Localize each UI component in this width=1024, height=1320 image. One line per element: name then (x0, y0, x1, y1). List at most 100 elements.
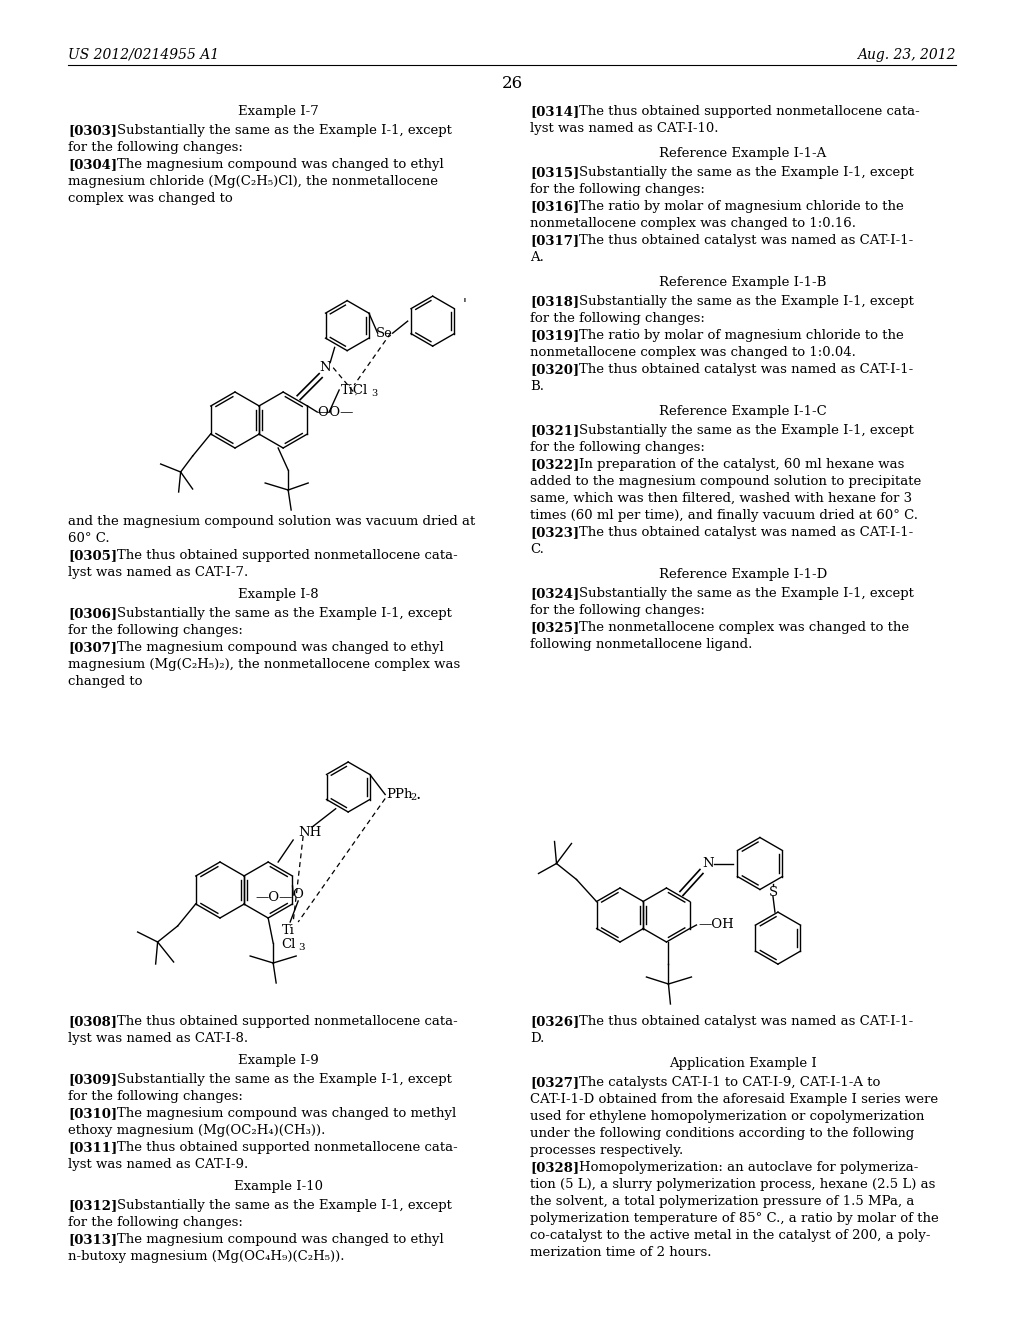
Text: for the following changes:: for the following changes: (530, 183, 705, 195)
Text: 3: 3 (371, 388, 378, 397)
Text: .: . (415, 785, 421, 803)
Text: [0318]: [0318] (530, 294, 580, 308)
Text: Aug. 23, 2012: Aug. 23, 2012 (857, 48, 956, 62)
Text: n-butoxy magnesium (Mg(OC₄H₉)(C₂H₅)).: n-butoxy magnesium (Mg(OC₄H₉)(C₂H₅)). (68, 1250, 344, 1263)
Text: [0306]: [0306] (68, 607, 117, 620)
Text: Substantially the same as the Example I-1, except: Substantially the same as the Example I-… (118, 607, 453, 620)
Text: [0309]: [0309] (68, 1073, 117, 1086)
Text: NH: NH (298, 825, 322, 838)
Text: The magnesium compound was changed to ethyl: The magnesium compound was changed to et… (118, 158, 444, 172)
Text: magnesium chloride (Mg(C₂H₅)Cl), the nonmetallocene: magnesium chloride (Mg(C₂H₅)Cl), the non… (68, 176, 438, 187)
Text: The thus obtained catalyst was named as CAT-I-1-: The thus obtained catalyst was named as … (580, 1015, 913, 1028)
Text: The thus obtained supported nonmetallocene cata-: The thus obtained supported nonmetalloce… (118, 549, 458, 562)
Text: [0326]: [0326] (530, 1015, 580, 1028)
Text: [0316]: [0316] (530, 201, 580, 213)
Text: S: S (768, 886, 777, 899)
Text: PPh: PPh (386, 788, 413, 801)
Text: The ratio by molar of magnesium chloride to the: The ratio by molar of magnesium chloride… (580, 201, 904, 213)
Text: The ratio by molar of magnesium chloride to the: The ratio by molar of magnesium chloride… (580, 329, 904, 342)
Text: [0310]: [0310] (68, 1107, 117, 1119)
Text: processes respectively.: processes respectively. (530, 1144, 683, 1158)
Text: tion (5 L), a slurry polymerization process, hexane (2.5 L) as: tion (5 L), a slurry polymerization proc… (530, 1177, 935, 1191)
Text: Reference Example I-1-C: Reference Example I-1-C (659, 405, 826, 418)
Text: [0317]: [0317] (530, 234, 580, 247)
Text: C.: C. (530, 543, 544, 556)
Text: Substantially the same as the Example I-1, except: Substantially the same as the Example I-… (580, 587, 914, 601)
Text: N: N (702, 857, 714, 870)
Text: [0305]: [0305] (68, 549, 117, 562)
Text: for the following changes:: for the following changes: (68, 1090, 243, 1104)
Text: following nonmetallocene ligand.: following nonmetallocene ligand. (530, 638, 753, 651)
Text: magnesium (Mg(C₂H₅)₂), the nonmetallocene complex was: magnesium (Mg(C₂H₅)₂), the nonmetallocen… (68, 657, 460, 671)
Text: [0327]: [0327] (530, 1076, 580, 1089)
Text: 3: 3 (298, 942, 305, 952)
Text: The thus obtained catalyst was named as CAT-I-1-: The thus obtained catalyst was named as … (580, 363, 913, 376)
Text: [0308]: [0308] (68, 1015, 117, 1028)
Text: —O—: —O— (255, 891, 293, 904)
Text: [0321]: [0321] (530, 424, 580, 437)
Text: Substantially the same as the Example I-1, except: Substantially the same as the Example I-… (118, 1199, 453, 1212)
Text: The thus obtained supported nonmetallocene cata-: The thus obtained supported nonmetalloce… (118, 1015, 458, 1028)
Text: —OH: —OH (698, 919, 734, 932)
Text: lyst was named as CAT-I-8.: lyst was named as CAT-I-8. (68, 1032, 248, 1045)
Text: Application Example I: Application Example I (669, 1057, 817, 1071)
Text: The thus obtained catalyst was named as CAT-I-1-: The thus obtained catalyst was named as … (580, 234, 913, 247)
Text: [0325]: [0325] (530, 620, 580, 634)
Text: under the following conditions according to the following: under the following conditions according… (530, 1127, 914, 1140)
Text: [0307]: [0307] (68, 642, 117, 653)
Text: [0311]: [0311] (68, 1140, 118, 1154)
Text: Substantially the same as the Example I-1, except: Substantially the same as the Example I-… (580, 294, 914, 308)
Text: complex was changed to: complex was changed to (68, 191, 232, 205)
Text: Example I-9: Example I-9 (238, 1053, 318, 1067)
Text: same, which was then filtered, washed with hexane for 3: same, which was then filtered, washed wi… (530, 492, 912, 506)
Text: TiCl: TiCl (341, 384, 369, 396)
Text: lyst was named as CAT-I-9.: lyst was named as CAT-I-9. (68, 1158, 248, 1171)
Text: Example I-10: Example I-10 (233, 1180, 323, 1193)
Text: lyst was named as CAT-I-7.: lyst was named as CAT-I-7. (68, 566, 248, 579)
Text: [0314]: [0314] (530, 106, 580, 117)
Text: O: O (293, 888, 303, 902)
Text: [0313]: [0313] (68, 1233, 117, 1246)
Text: the solvent, a total polymerization pressure of 1.5 MPa, a: the solvent, a total polymerization pres… (530, 1195, 914, 1208)
Text: Reference Example I-1-A: Reference Example I-1-A (659, 147, 826, 160)
Text: O: O (317, 405, 329, 418)
Text: 26: 26 (502, 75, 522, 92)
Text: [0303]: [0303] (68, 124, 117, 137)
Text: for the following changes:: for the following changes: (530, 605, 705, 616)
Text: [0323]: [0323] (530, 525, 580, 539)
Text: polymerization temperature of 85° C., a ratio by molar of the: polymerization temperature of 85° C., a … (530, 1212, 939, 1225)
Text: [0312]: [0312] (68, 1199, 118, 1212)
Text: Reference Example I-1-B: Reference Example I-1-B (659, 276, 826, 289)
Text: times (60 ml per time), and finally vacuum dried at 60° C.: times (60 ml per time), and finally vacu… (530, 510, 918, 521)
Text: The magnesium compound was changed to methyl: The magnesium compound was changed to me… (118, 1107, 457, 1119)
Text: The catalysts CAT-I-1 to CAT-I-9, CAT-I-1-A to: The catalysts CAT-I-1 to CAT-I-9, CAT-I-… (580, 1076, 881, 1089)
Text: [0320]: [0320] (530, 363, 580, 376)
Text: N: N (319, 362, 331, 374)
Text: [0328]: [0328] (530, 1162, 580, 1173)
Text: for the following changes:: for the following changes: (530, 441, 705, 454)
Text: In preparation of the catalyst, 60 ml hexane was: In preparation of the catalyst, 60 ml he… (580, 458, 905, 471)
Text: Example I-8: Example I-8 (238, 587, 318, 601)
Text: ethoxy magnesium (Mg(OC₂H₄)(CH₃)).: ethoxy magnesium (Mg(OC₂H₄)(CH₃)). (68, 1125, 326, 1137)
Text: added to the magnesium compound solution to precipitate: added to the magnesium compound solution… (530, 475, 922, 488)
Text: 60° C.: 60° C. (68, 532, 110, 545)
Text: Se: Se (376, 326, 393, 339)
Text: [0315]: [0315] (530, 166, 580, 180)
Text: lyst was named as CAT-I-10.: lyst was named as CAT-I-10. (530, 121, 719, 135)
Text: A.: A. (530, 251, 544, 264)
Text: US 2012/0214955 A1: US 2012/0214955 A1 (68, 48, 219, 62)
Text: The thus obtained catalyst was named as CAT-I-1-: The thus obtained catalyst was named as … (580, 525, 913, 539)
Text: Ti: Ti (282, 924, 295, 936)
Text: merization time of 2 hours.: merization time of 2 hours. (530, 1246, 712, 1259)
Text: for the following changes:: for the following changes: (68, 1216, 243, 1229)
Text: D.: D. (530, 1032, 545, 1045)
Text: [0319]: [0319] (530, 329, 580, 342)
Text: The magnesium compound was changed to ethyl: The magnesium compound was changed to et… (118, 1233, 444, 1246)
Text: Example I-7: Example I-7 (238, 106, 318, 117)
Text: nonmetallocene complex was changed to 1:0.16.: nonmetallocene complex was changed to 1:… (530, 216, 856, 230)
Text: co-catalyst to the active metal in the catalyst of 200, a poly-: co-catalyst to the active metal in the c… (530, 1229, 931, 1242)
Text: nonmetallocene complex was changed to 1:0.04.: nonmetallocene complex was changed to 1:… (530, 346, 856, 359)
Text: [0324]: [0324] (530, 587, 580, 601)
Text: The thus obtained supported nonmetallocene cata-: The thus obtained supported nonmetalloce… (118, 1140, 458, 1154)
Text: The nonmetallocene complex was changed to the: The nonmetallocene complex was changed t… (580, 620, 909, 634)
